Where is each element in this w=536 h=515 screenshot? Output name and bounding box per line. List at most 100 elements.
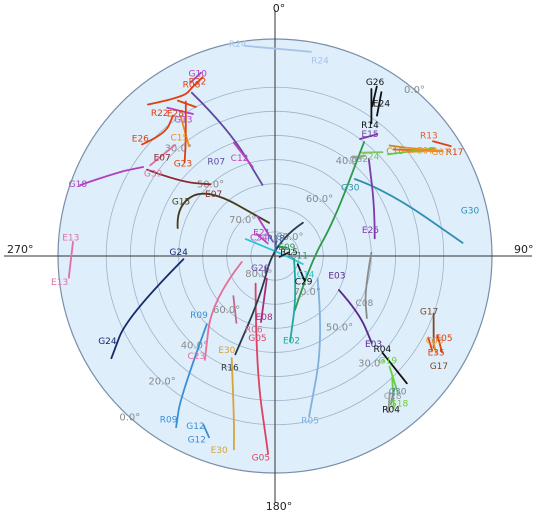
satellite-label-c12: C12 <box>231 154 249 164</box>
satellite-track-c08 <box>364 251 373 319</box>
satellite-label-c08: C08 <box>356 299 374 309</box>
satellite-track-r04 <box>381 351 408 385</box>
satellite-label-c10: C10 <box>386 147 404 157</box>
satellite-label-e28: E28 <box>167 109 184 119</box>
satellite-label-r13: R13 <box>420 131 438 141</box>
satellite-track-r06 <box>232 295 238 324</box>
satellite-label-r22: R22 <box>151 109 169 119</box>
satellite-label-r04: R04 <box>374 345 392 355</box>
ring-label: 0.0° <box>119 412 140 423</box>
satellite-label-e25: E25 <box>362 226 379 236</box>
satellite-label-r24: R24 <box>229 40 247 50</box>
satellite-label-g18: G18 <box>390 399 409 409</box>
satellite-label-g30: G30 <box>461 206 480 216</box>
satellite-track-g39 <box>149 144 176 167</box>
satellite-track-r05 <box>308 277 321 418</box>
satellite-track-e26 <box>141 114 174 146</box>
satellite-label-c28: C28 <box>384 392 402 402</box>
ring-label: 70.0° <box>294 287 321 298</box>
satellite-label-c29: C29 <box>295 277 313 287</box>
satellite-label-e07: E07 <box>205 190 222 200</box>
satellite-track-c07 <box>407 150 426 153</box>
satellite-track-g26 <box>371 85 378 108</box>
satellite-label-e30: E30 <box>211 446 228 456</box>
satellite-label-c34: C34 <box>250 234 268 244</box>
satellite-label-g30: G30 <box>341 184 360 194</box>
satellite-label-g13: G13 <box>174 116 192 126</box>
satellite-track-c28 <box>387 391 391 413</box>
satellite-label-e35: E35 <box>428 348 445 358</box>
satellite-track-c15 <box>179 115 190 147</box>
satellite-label-r14: R14 <box>361 121 379 131</box>
satellite-track-r08 <box>191 76 204 88</box>
satellite-label-e21: E21 <box>253 229 270 239</box>
satellite-track-e02 <box>289 258 297 343</box>
direction-west: 270° <box>7 243 34 256</box>
ring-label: 80.0° <box>245 269 272 280</box>
satellite-track-g07 <box>403 146 444 153</box>
satellite-label-r22: R22 <box>189 77 207 87</box>
satellite-label-c24: C24 <box>362 153 380 163</box>
ring-label: 0.0° <box>404 85 425 96</box>
ring-label: 80.0° <box>276 232 303 243</box>
satellite-label-g12: G12 <box>186 422 204 432</box>
satellite-label-g20: G20 <box>251 264 270 274</box>
satellite-label-c11: C11 <box>290 252 308 262</box>
satellite-label-r06: R06 <box>245 326 263 336</box>
satellite-track-e35 <box>427 336 433 352</box>
satellite-label-r18: R18 <box>267 235 285 245</box>
azimuth-axes <box>4 10 532 502</box>
satellite-label-g05: G05 <box>252 454 270 464</box>
direction-east: 90° <box>514 243 534 256</box>
satellite-label-g15: G15 <box>172 197 190 207</box>
ring-label: 60.0° <box>213 305 240 316</box>
ring-label: 50.0° <box>326 323 353 334</box>
ring-label: 40.0° <box>181 341 208 352</box>
satellite-track-g10w <box>189 71 202 84</box>
satellite-label-e26: E26 <box>132 134 149 144</box>
satellite-label-e03: E03 <box>328 272 345 282</box>
satellite-track-r16 <box>234 221 304 356</box>
satellite-label-g05: G05 <box>248 334 266 344</box>
satellite-track-r24 <box>244 45 312 53</box>
satellite-label-g10w: G10 <box>189 70 208 80</box>
satellite-label-r07: R07 <box>207 157 225 167</box>
satellite-track-e09 <box>276 245 288 249</box>
satellite-track-g24 <box>110 258 185 360</box>
satellite-track-c29 <box>296 263 306 282</box>
satellite-label-e05: E05 <box>435 334 452 344</box>
satellite-label-r05: R05 <box>301 417 319 427</box>
satellite-label-e08: E08 <box>256 313 273 323</box>
satellite-track-e05 <box>436 334 443 354</box>
ring-label: 30.0° <box>358 359 385 370</box>
satellite-track-r18 <box>274 240 278 253</box>
satellite-track-g15 <box>176 192 270 229</box>
satellite-track-c05 <box>431 338 438 354</box>
satellite-track-c23 <box>204 261 243 361</box>
satellite-label-e30: E30 <box>218 346 235 356</box>
satellite-track-c10 <box>388 144 406 149</box>
satellite-track-r09 <box>175 323 208 429</box>
satellite-label-r16: R16 <box>221 363 239 373</box>
direction-south: 180° <box>266 500 293 513</box>
satellite-label-c05: C05 <box>426 336 444 346</box>
satellite-label-r09: R09 <box>190 311 208 321</box>
satellite-label-r04: R04 <box>382 406 400 416</box>
satellite-track-e28 <box>177 99 197 108</box>
satellite-label-g18w: G18 <box>69 180 88 190</box>
satellite-label-c30: C30 <box>389 388 407 398</box>
satellite-label-g17: G17 <box>430 362 448 372</box>
satellite-label-g19: G19 <box>379 357 398 367</box>
satellite-track-g23 <box>183 100 187 164</box>
satellite-label-g24: G24 <box>169 248 188 258</box>
satellite-track-e07 <box>146 168 212 186</box>
ring-label: 70.0° <box>229 215 256 226</box>
satellite-label-e24: E24 <box>373 99 390 109</box>
satellite-track-g13 <box>166 106 194 115</box>
satellite-track-e13 <box>67 241 74 279</box>
satellite-track-c34 <box>255 232 269 245</box>
ring-label: 60.0° <box>306 194 333 205</box>
satellite-label-g23: G23 <box>174 159 192 169</box>
